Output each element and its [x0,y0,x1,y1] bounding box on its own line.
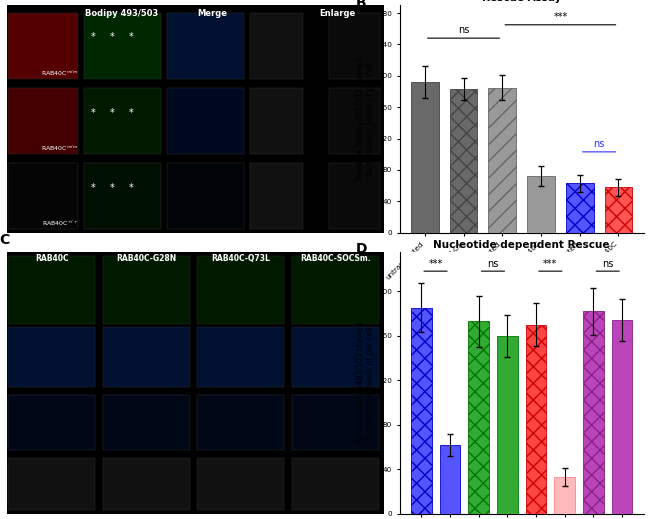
Bar [84,13,161,79]
Text: RAB40C$^{m/m}$: RAB40C$^{m/m}$ [42,144,78,153]
Bar [292,395,378,450]
Bar [554,477,575,514]
Text: A: A [0,0,10,1]
Y-axis label: Relative Bodipy493/503 stained
fluorescence pixels of per cell: Relative Bodipy493/503 stained fluoresce… [356,322,376,444]
Text: *: * [91,183,96,193]
Bar [411,308,432,514]
Text: RAB40C-G28N: RAB40C-G28N [116,254,176,263]
Text: ***: *** [553,11,567,22]
Bar [526,324,547,514]
Bar [103,458,190,510]
Text: RAB40C$^{m/m}$: RAB40C$^{m/m}$ [42,69,78,78]
Bar [566,183,593,233]
Text: mDsRed-Rab40c: mDsRed-Rab40c [0,94,1,151]
Bar [292,458,378,510]
Text: RAB40C$^{m/m}$: RAB40C$^{m/m}$ [0,313,3,322]
Bar [167,13,244,79]
Bar [8,327,96,387]
Text: *: * [91,33,96,43]
Text: RAB40C: RAB40C [35,254,69,263]
Bar [8,458,96,510]
Bar [583,311,604,514]
Bar [103,327,190,387]
Bar [197,395,284,450]
Bar [330,88,380,154]
Bar [250,163,303,229]
Bar [411,82,439,233]
Text: B: B [356,0,367,10]
Text: mDsRed-C1: mDsRed-C1 [0,27,1,67]
Y-axis label: Relative Bodipy493/503 stained
fluorescence pixels of per cell: Relative Bodipy493/503 stained fluoresce… [356,58,376,180]
Bar [84,163,161,229]
Text: RAB40C-SOCSm.: RAB40C-SOCSm. [300,254,370,263]
Bar [497,336,517,514]
Text: Merge: Merge [0,357,3,362]
Bar [84,88,161,154]
Bar [439,445,460,514]
Bar [197,327,284,387]
Text: ***: *** [543,259,558,269]
Bar [103,395,190,450]
Bar [103,256,190,324]
Text: LO2 RAB40C$^{m/m}$: LO2 RAB40C$^{m/m}$ [453,351,512,362]
Bar [292,256,378,324]
Bar [8,395,96,450]
Title: Nucleotide dependent Rescue: Nucleotide dependent Rescue [434,240,610,250]
Text: *: * [110,183,114,193]
Bar [612,320,632,514]
Text: ns: ns [593,139,604,149]
Text: Enlarge: Enlarge [319,9,355,18]
Bar [250,13,303,79]
Text: RAB40C$^{+/+}$: RAB40C$^{+/+}$ [578,351,620,362]
Bar [8,13,78,79]
Bar [250,88,303,154]
Text: Enlarge: Enlarge [0,483,3,487]
Bar [197,256,284,324]
Text: *: * [110,33,114,43]
Text: *: * [129,33,133,43]
Text: D: D [356,242,367,256]
Text: ***: *** [428,259,443,269]
Title: Rescue Assay: Rescue Assay [482,0,562,3]
Bar [330,163,380,229]
Bar [468,321,489,514]
Text: ns: ns [488,259,499,269]
Text: ns: ns [602,259,614,269]
Text: *: * [91,107,96,117]
Text: C: C [0,233,9,247]
Bar [8,256,96,324]
Bar [197,458,284,510]
Text: Bodipy493/503: Bodipy493/503 [0,288,3,293]
Text: *: * [129,107,133,117]
Bar [527,176,555,233]
Text: *: * [129,183,133,193]
Bar [330,13,380,79]
Text: *: * [110,107,114,117]
Bar [450,89,478,233]
Bar [292,327,378,387]
Bar [488,88,516,233]
Bar [167,88,244,154]
Text: Bodipy 493/503: Bodipy 493/503 [85,9,159,18]
Bar [167,163,244,229]
Bar [8,163,78,229]
Bar [604,187,632,233]
Text: RAB40C$^{+/+}$: RAB40C$^{+/+}$ [42,219,78,228]
Bar [8,88,78,154]
Text: Merge: Merge [198,9,228,18]
Text: RAB40C-Q73L: RAB40C-Q73L [211,254,270,263]
Text: ns: ns [458,25,469,35]
